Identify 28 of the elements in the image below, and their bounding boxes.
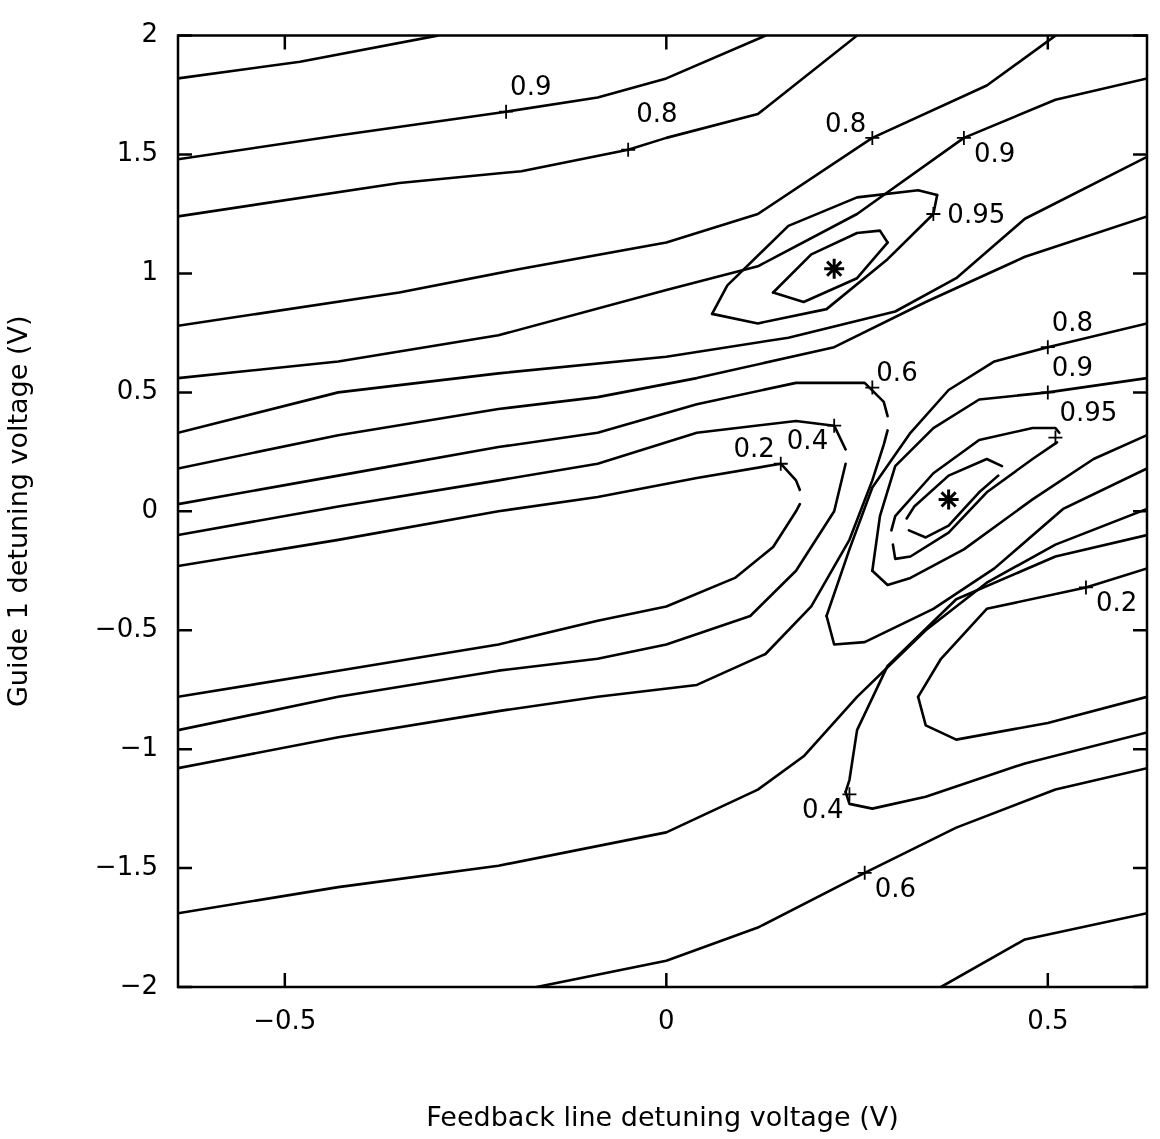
annotation: 0.4 (786, 425, 829, 456)
annotation: 0.9 (510, 71, 552, 102)
annotation: 0.95 (1059, 397, 1118, 428)
annotation: 0.8 (824, 107, 867, 138)
x-axis-title: Feedback line detuning voltage (V) (426, 1100, 899, 1132)
y-tick-label: −1.5 (94, 850, 158, 881)
y-tick-label: 0.5 (116, 375, 158, 406)
annotation: 0.95 (947, 198, 1006, 229)
y-tick-label: −0.5 (94, 612, 158, 643)
y-tick-label: −1 (119, 731, 158, 762)
annotation: 0.2 (1095, 587, 1138, 618)
y-tick-label: 0 (141, 494, 158, 525)
annotation: 0.8 (1051, 306, 1094, 337)
annotation: 0.8 (636, 97, 678, 128)
y-tick-label: 1 (141, 256, 158, 287)
y-tick-label: 1.5 (116, 137, 158, 168)
annotation: 0.9 (973, 137, 1016, 168)
annotation: 0.9 (1051, 352, 1094, 383)
x-tick-label: −0.5 (253, 1005, 317, 1036)
x-tick-label: 0 (658, 1005, 675, 1036)
y-tick-label: −2 (119, 969, 158, 1000)
annotation: 0.6 (876, 357, 918, 388)
x-tick-label: 0.5 (1027, 1005, 1069, 1036)
annotation: 0.6 (874, 872, 917, 903)
y-tick-label: 2 (141, 18, 158, 49)
annotation: 0.4 (802, 794, 844, 825)
y-axis-title: Guide 1 detuning voltage (V) (2, 315, 34, 708)
annotation: 0.2 (733, 433, 775, 464)
